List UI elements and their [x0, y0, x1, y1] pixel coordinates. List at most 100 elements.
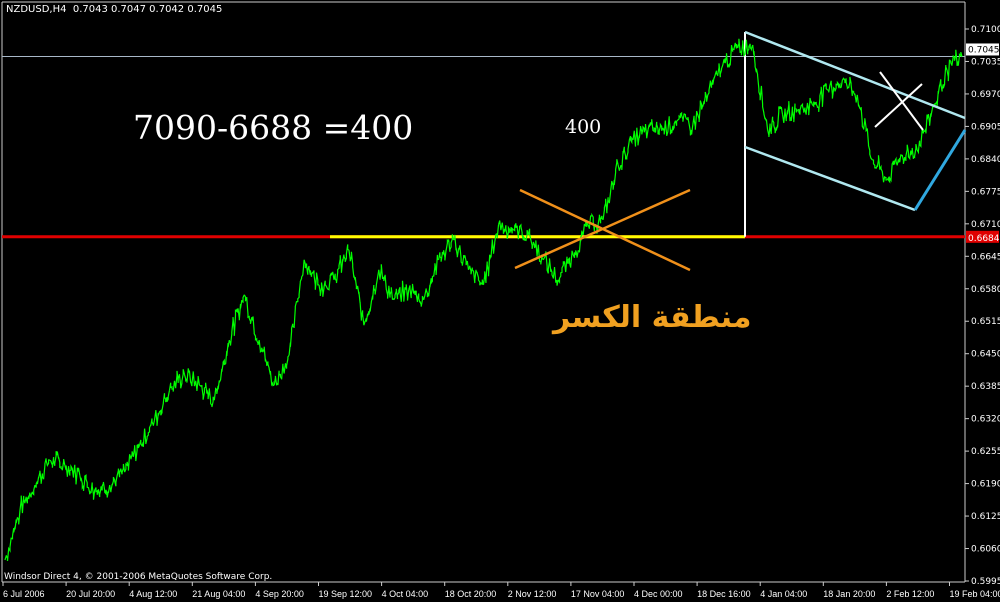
x-tick-label: 4 Sep 20:00: [255, 589, 304, 599]
support-price-label: 0.6684: [968, 234, 1000, 244]
x-tick-label: 21 Aug 04:00: [192, 589, 245, 599]
channel-lower-line: [744, 145, 916, 212]
price-segment: [109, 463, 126, 493]
price-segment: [199, 382, 215, 408]
x-tick-label: 18 Oct 20:00: [445, 589, 497, 599]
rising-trend-line: [913, 129, 967, 211]
x-tick-label: 18 Jan 20:00: [823, 589, 875, 599]
price-segment: [378, 264, 395, 301]
price-segment: [901, 143, 918, 165]
price-segment: [692, 91, 709, 130]
price-segment: [363, 269, 380, 326]
price-segment: [453, 234, 470, 270]
x-tick-label: 4 Aug 12:00: [129, 589, 177, 599]
y-tick-label: 0.6125: [971, 512, 1000, 522]
channel-upper-line: [744, 30, 966, 120]
x-tick-label: 4 Dec 00:00: [634, 589, 683, 599]
price-segment: [288, 259, 305, 356]
price-segment: [348, 249, 365, 326]
y-tick-label: 0.5995: [971, 577, 1000, 587]
y-tick-label: 0.6905: [971, 122, 1000, 132]
price-segment: [872, 155, 888, 183]
price-segment: [782, 101, 799, 124]
price-segment: [827, 79, 843, 99]
chart-header: NZDUSD,H4 0.7043 0.7047 0.7042 0.7045: [6, 4, 222, 15]
y-tick-label: 0.6190: [971, 480, 1000, 490]
y-tick-label: 0.6515: [971, 317, 1000, 327]
price-segment: [303, 259, 320, 290]
price-segment: [139, 418, 156, 447]
x-tick-label: 18 Dec 16:00: [697, 589, 751, 599]
price-segment: [722, 42, 739, 68]
x-tick-label: 2 Feb 12:00: [886, 589, 934, 599]
y-tick-label: 0.6840: [971, 155, 1000, 165]
price-segment: [318, 271, 335, 297]
price-segment: [841, 76, 858, 103]
y-tick-label: 0.6255: [971, 447, 1000, 457]
price-segment: [94, 481, 111, 498]
x-tick-label: 2 Nov 12:00: [508, 589, 557, 599]
price-segment: [482, 224, 500, 285]
pips-annotation: 400: [565, 116, 602, 138]
price-segment: [707, 63, 724, 96]
y-tick-label: 0.6775: [971, 187, 1000, 197]
y-tick-label: 0.6645: [971, 252, 1000, 262]
price-segment: [647, 119, 664, 136]
cross-line-orange-2: [514, 188, 691, 270]
price-segment: [19, 484, 36, 514]
price-segment: [467, 265, 485, 286]
x-tick-label: 19 Feb 04:00: [950, 589, 1000, 599]
y-tick-label: 0.6450: [971, 350, 1000, 360]
calc-annotation: 7090-6688 =400: [133, 108, 414, 147]
price-segment: [513, 223, 529, 242]
price-segment: [542, 251, 559, 286]
ohlc-label: 0.7043 0.7047 0.7042 0.7045: [72, 4, 223, 15]
cross-line-white-1: [879, 71, 924, 131]
price-segment: [557, 250, 574, 285]
price-segment: [213, 340, 230, 401]
current-price-label: 0.7045: [968, 45, 1000, 55]
price-segment: [124, 443, 141, 473]
price-segment: [408, 283, 425, 307]
price-segment: [737, 38, 754, 58]
price-segment: [677, 111, 694, 136]
price-segment: [273, 354, 290, 386]
price-segment: [34, 458, 50, 488]
x-tick-label: 6 Jul 2006: [3, 589, 45, 599]
breakout-zone-annotation: منطقة الكسر: [553, 300, 752, 335]
price-segment: [946, 49, 963, 82]
cross-line-white-2: [874, 83, 923, 128]
price-segment: [258, 340, 275, 387]
copyright-label: Windsor Direct 4, © 2001-2006 MetaQuotes…: [4, 572, 273, 582]
price-segment: [886, 154, 903, 184]
y-tick-label: 0.7100: [971, 25, 1000, 35]
price-segment: [767, 106, 784, 138]
price-segment: [153, 390, 171, 426]
price-segment: [527, 228, 544, 265]
price-segment: [916, 109, 933, 155]
price-segment: [243, 294, 260, 346]
price-segment: [752, 44, 769, 130]
price-segment: [79, 474, 96, 500]
price-segment: [812, 82, 828, 112]
price-segment: [183, 368, 200, 392]
y-tick-label: 0.7035: [971, 57, 1000, 67]
y-tick-label: 0.6710: [971, 220, 1000, 230]
y-tick-label: 0.6385: [971, 382, 1000, 392]
price-segment: [617, 135, 634, 171]
x-tick-label: 19 Sep 12:00: [319, 589, 373, 599]
price-segment: [228, 294, 245, 346]
price-segment: [423, 254, 439, 300]
current-price-box: [966, 43, 999, 56]
cross-line-orange-1: [519, 188, 691, 272]
price-segment: [797, 97, 814, 116]
price-segment: [168, 369, 185, 392]
price-segment: [333, 244, 350, 284]
price-segment: [49, 451, 66, 471]
price-segment: [4, 510, 21, 562]
price-segment: [931, 64, 948, 111]
price-segment: [856, 94, 873, 161]
price-segment: [602, 159, 619, 220]
price-segment: [497, 220, 514, 240]
price-segment: [64, 464, 81, 485]
